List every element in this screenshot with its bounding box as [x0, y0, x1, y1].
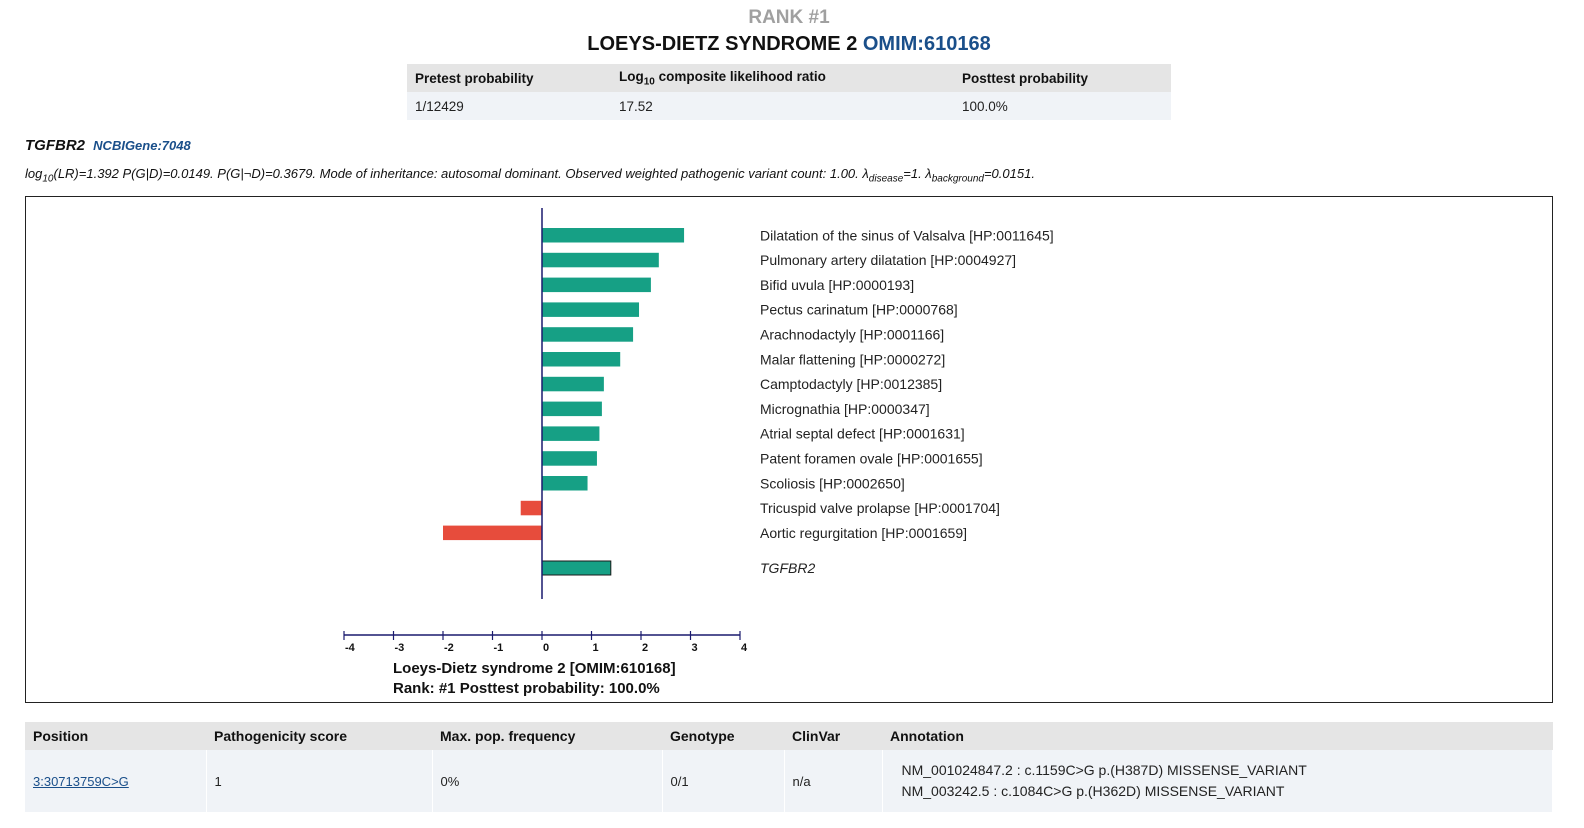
phenotype-bar	[542, 451, 597, 466]
phenotype-bar	[542, 327, 634, 342]
x-tick-label: -1	[494, 642, 504, 654]
lr-header: Log10 composite likelihood ratio	[611, 64, 954, 92]
chart-caption: Loeys-Dietz syndrome 2 [OMIM:610168]	[393, 660, 676, 677]
annotation-cell: NM_001024847.2 : c.1159C>G p.(H387D) MIS…	[882, 750, 1553, 812]
x-tick-label: -2	[444, 642, 454, 654]
phenotype-label: Patent foramen ovale [HP:0001655]	[760, 450, 983, 466]
col-annotation: Annotation	[882, 722, 1553, 750]
max-pop-frequency: 0%	[432, 750, 663, 812]
pretest-header: Pretest probability	[407, 64, 611, 92]
omim-link[interactable]: OMIM:610168	[862, 33, 991, 55]
x-tick-label: 3	[692, 642, 698, 654]
phenotype-label: Malar flattening [HP:0000272]	[760, 351, 945, 367]
x-tick-label: 4	[741, 642, 748, 654]
chart-caption: Rank: #1 Posttest probability: 100.0%	[393, 680, 660, 697]
phenotype-label: Arachnodactyly [HP:0001166]	[760, 326, 944, 342]
disease-title: LOEYS-DIETZ SYNDROME 2 OMIM:610168	[0, 33, 1578, 56]
gene-bar	[541, 560, 612, 576]
phenotype-bar	[542, 476, 588, 491]
phenotype-bar	[520, 500, 542, 516]
phenotype-label: Tricuspid valve prolapse [HP:0001704]	[760, 500, 1000, 516]
phenotype-label: Atrial septal defect [HP:0001631]	[760, 426, 965, 442]
ncbi-gene-link[interactable]: NCBIGene:7048	[93, 138, 191, 153]
phenotype-label: Micrognathia [HP:0000347]	[760, 401, 930, 417]
phenotype-label: Camptodactyly [HP:0012385]	[760, 376, 942, 392]
x-tick-label: -4	[345, 642, 356, 654]
posttest-value: 100.0%	[954, 92, 1171, 120]
col-genotype: Genotype	[662, 722, 784, 750]
rank-label: RANK #1	[748, 7, 830, 28]
phenotype-label: Scoliosis [HP:0002650]	[760, 475, 905, 491]
x-tick-label: 0	[543, 642, 549, 654]
table-row: 3:30713759C>G 1 0% 0/1 n/a NM_001024847.…	[25, 750, 1553, 812]
phenotype-bar	[542, 352, 621, 367]
col-clinvar: ClinVar	[784, 722, 882, 750]
variant-position-link[interactable]: 3:30713759C>G	[33, 773, 129, 789]
genotype: 0/1	[662, 750, 785, 812]
gene-heading: TGFBR2 NCBIGene:7048	[25, 137, 191, 154]
lr-value: 17.52	[611, 92, 954, 120]
phenotype-bar	[542, 426, 600, 441]
variants-table: Position Pathogenicity score Max. pop. f…	[25, 722, 1553, 812]
phenotype-bar	[542, 401, 602, 417]
annotation-line: NM_001024847.2 : c.1159C>G p.(H387D) MIS…	[901, 762, 1307, 778]
x-tick-label: 2	[642, 642, 648, 654]
phenotype-bar	[542, 252, 659, 268]
phenotype-bar	[443, 525, 542, 541]
phenotype-bar	[542, 228, 685, 243]
col-max-pop-freq: Max. pop. frequency	[432, 722, 662, 750]
phenotype-bar	[542, 277, 651, 293]
phenotype-bar	[542, 302, 640, 317]
clinvar: n/a	[784, 750, 883, 812]
disease-name: LOEYS-DIETZ SYNDROME 2	[587, 33, 858, 55]
gene-stats-line: log10(LR)=1.392 P(G|D)=0.0149. P(G|¬D)=0…	[25, 166, 1035, 185]
likelihood-ratio-chart: Dilatation of the sinus of Valsalva [HP:…	[25, 196, 1553, 703]
chart-svg: Dilatation of the sinus of Valsalva [HP:…	[343, 208, 1054, 697]
posttest-header: Posttest probability	[954, 64, 1171, 92]
probability-table: Pretest probability Log10 composite like…	[407, 64, 1171, 120]
x-tick-label: 1	[593, 642, 599, 654]
phenotype-label: Dilatation of the sinus of Valsalva [HP:…	[760, 227, 1054, 243]
gene-bar-label: TGFBR2	[760, 560, 815, 576]
pathogenicity-score: 1	[206, 750, 433, 812]
phenotype-label: Bifid uvula [HP:0000193]	[760, 277, 914, 293]
pretest-value: 1/12429	[407, 92, 611, 120]
phenotype-label: Pulmonary artery dilatation [HP:0004927]	[760, 252, 1016, 268]
phenotype-label: Pectus carinatum [HP:0000768]	[760, 302, 958, 318]
gene-symbol: TGFBR2	[25, 137, 85, 154]
x-tick-label: -3	[395, 642, 405, 654]
col-pathogenicity: Pathogenicity score	[206, 722, 432, 750]
phenotype-label: Aortic regurgitation [HP:0001659]	[760, 525, 967, 541]
annotation-line: NM_003242.5 : c.1084C>G p.(H362D) MISSEN…	[901, 783, 1285, 799]
col-position: Position	[25, 722, 206, 750]
phenotype-bar	[542, 376, 604, 392]
